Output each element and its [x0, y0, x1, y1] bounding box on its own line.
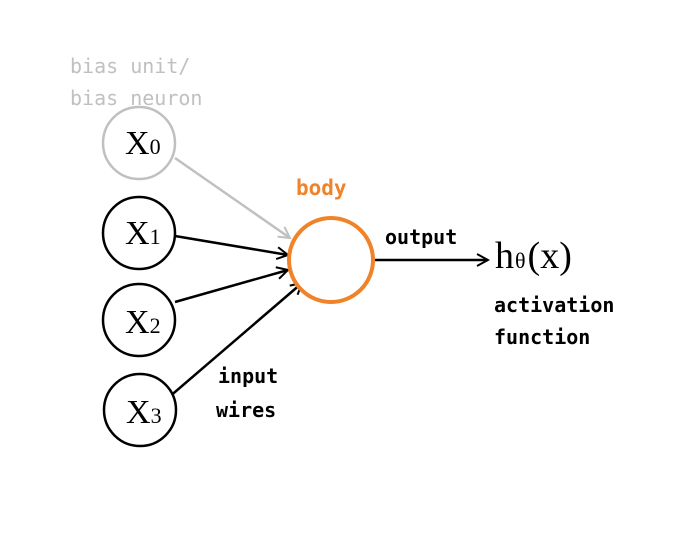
input-node-x0: X0: [101, 105, 177, 181]
output-label: output: [385, 225, 457, 249]
node-x1-main: X: [125, 215, 150, 252]
hypothesis-h: h: [495, 235, 514, 277]
node-x2-sub: 2: [150, 313, 161, 338]
wire-x1: [174, 234, 288, 255]
input-wires-label-line1: input: [218, 364, 278, 388]
input-node-x1: X1: [101, 195, 177, 271]
wire-x0: [174, 156, 290, 238]
body-neuron: [287, 216, 375, 304]
activation-label-line2: function: [494, 325, 590, 349]
svg-text:X0: X0: [125, 125, 161, 162]
svg-text:X1: X1: [125, 215, 161, 252]
svg-text:X2: X2: [125, 304, 161, 341]
wire-x3: [167, 283, 302, 399]
node-x3-sub: 3: [151, 403, 162, 428]
input-wires-label-line2: wires: [216, 398, 276, 422]
input-node-x2: X2: [101, 282, 177, 358]
hypothesis-sub: θ: [515, 248, 526, 273]
node-x2-main: X: [125, 304, 150, 341]
input-node-x3: X3: [102, 372, 178, 448]
svg-text:X3: X3: [126, 394, 162, 431]
node-x1-sub: 1: [150, 224, 161, 249]
hypothesis: hθ(x): [495, 235, 572, 277]
activation-label-line1: activation: [494, 293, 614, 317]
wire-x2: [174, 270, 288, 304]
node-x0-sub: 0: [150, 134, 161, 159]
node-x0-main: X: [125, 125, 150, 162]
bias-label-line1: bias unit/: [70, 54, 190, 78]
node-x3-main: X: [126, 394, 151, 431]
body-label: body: [296, 176, 347, 200]
hypothesis-arg: (x): [528, 235, 572, 277]
